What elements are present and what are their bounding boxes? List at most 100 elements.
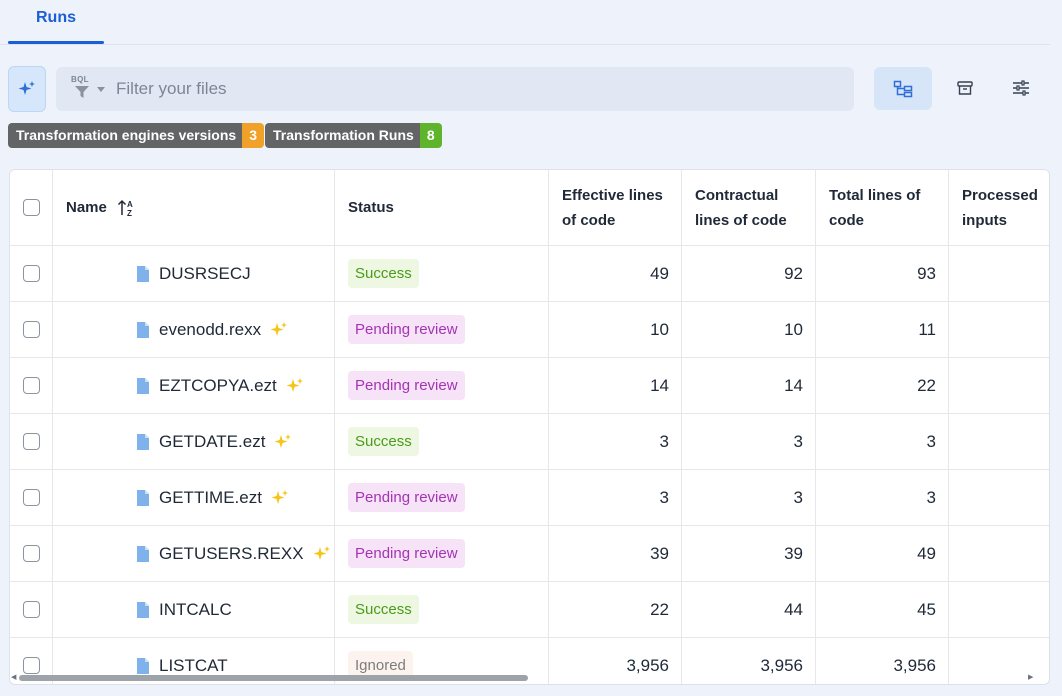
status-badge: Success: [348, 427, 419, 456]
column-label: Effective lines of code: [562, 186, 663, 229]
table-header: Name A Z Status Effective lines of code …: [10, 170, 1049, 246]
table-row[interactable]: EZTCOPYA.ezt Pending review 14 14 22: [10, 358, 1049, 414]
total-loc-cell: 49: [816, 526, 949, 581]
table-row[interactable]: GETDATE.ezt Success 3 3 3: [10, 414, 1049, 470]
horizontal-scrollbar[interactable]: ◀ ▶: [10, 671, 1050, 683]
name-cell: evenodd.rexx: [53, 302, 335, 357]
column-header-name[interactable]: Name A Z: [53, 170, 335, 245]
status-badge: Pending review: [348, 483, 465, 512]
badge-label: Transformation Runs: [265, 123, 420, 148]
file-icon: [137, 657, 149, 674]
file-name[interactable]: DUSRSECJ: [159, 263, 251, 283]
file-name[interactable]: GETTIME.ezt: [159, 487, 262, 507]
tab-runs[interactable]: Runs: [8, 0, 104, 45]
row-checkbox[interactable]: [22, 433, 40, 450]
archive-icon: [957, 81, 973, 95]
row-checkbox[interactable]: [22, 545, 40, 562]
status-badge: Success: [348, 259, 419, 288]
chevron-down-icon: [97, 87, 105, 92]
processed-inputs-cell: [949, 526, 1049, 581]
file-name[interactable]: GETUSERS.REXX: [159, 543, 304, 563]
table-row[interactable]: evenodd.rexx Pending review 10 10 11: [10, 302, 1049, 358]
total-loc-cell: 22: [816, 358, 949, 413]
total-loc-cell: 3,956: [816, 638, 949, 684]
status-cell: Pending review: [335, 358, 549, 413]
effective-loc-cell: 22: [549, 582, 682, 637]
status-badge: Pending review: [348, 371, 465, 400]
filter-input[interactable]: [116, 79, 816, 99]
ai-sparkle-icon: [313, 545, 330, 560]
files-table: Name A Z Status Effective lines of code …: [9, 169, 1050, 685]
row-checkbox[interactable]: [22, 601, 40, 618]
contractual-loc-cell: 39: [682, 526, 816, 581]
processed-inputs-cell: [949, 414, 1049, 469]
file-name[interactable]: LISTCAT: [159, 655, 228, 675]
contractual-loc-cell: 3: [682, 414, 816, 469]
badge-count: 8: [419, 123, 442, 148]
engines-versions-badge[interactable]: Transformation engines versions 3: [8, 123, 265, 148]
file-icon: [137, 545, 149, 562]
contractual-loc-cell: 14: [682, 358, 816, 413]
column-label: Total lines of code: [829, 186, 921, 229]
badge-count: 3: [242, 123, 265, 148]
name-cell: DUSRSECJ: [53, 246, 335, 301]
sliders-icon: [1013, 80, 1029, 96]
badge-label: Transformation engines versions: [8, 123, 243, 148]
archive-button[interactable]: [946, 70, 984, 106]
file-icon: [137, 433, 149, 450]
row-checkbox[interactable]: [22, 657, 40, 674]
active-tab-indicator: [8, 41, 104, 44]
effective-loc-cell: 39: [549, 526, 682, 581]
tree-view-button[interactable]: [874, 67, 932, 110]
processed-inputs-cell: [949, 582, 1049, 637]
bql-filter-dropdown[interactable]: BQL: [68, 67, 110, 111]
name-cell: LISTCAT: [53, 638, 335, 684]
total-loc-cell: 45: [816, 582, 949, 637]
table-row[interactable]: INTCALC Success 22 44 45: [10, 582, 1049, 638]
ai-sparkle-icon: [270, 321, 288, 336]
table-row[interactable]: GETUSERS.REXX Pending review 39 39 49: [10, 526, 1049, 582]
ai-sparkle-icon: [286, 377, 303, 392]
transformation-runs-badge[interactable]: Transformation Runs 8: [265, 123, 442, 148]
name-cell: INTCALC: [53, 582, 335, 637]
total-loc-cell: 3: [816, 470, 949, 525]
effective-loc-cell: 3,956: [549, 638, 682, 684]
column-header-contractual-loc[interactable]: Contractual lines of code: [682, 170, 816, 245]
column-header-status[interactable]: Status: [335, 170, 549, 245]
ai-sparkle-icon: [274, 433, 292, 448]
column-header-effective-loc[interactable]: Effective lines of code: [549, 170, 682, 245]
column-settings-button[interactable]: [1002, 70, 1040, 106]
table-row[interactable]: DUSRSECJ Success 49 92 93: [10, 246, 1049, 302]
name-cell: GETTIME.ezt: [53, 470, 335, 525]
horizontal-scrollbar-thumb[interactable]: [19, 675, 528, 681]
row-checkbox[interactable]: [22, 321, 40, 338]
scroll-left-arrow[interactable]: ◀: [11, 674, 17, 681]
row-checkbox[interactable]: [22, 377, 40, 394]
file-name[interactable]: evenodd.rexx: [159, 319, 262, 339]
file-name[interactable]: GETDATE.ezt: [159, 431, 266, 451]
status-cell: Pending review: [335, 302, 549, 357]
row-select-cell: [10, 414, 53, 469]
status-cell: Pending review: [335, 470, 549, 525]
file-icon: [137, 377, 149, 394]
row-checkbox[interactable]: [22, 265, 40, 282]
bql-label: BQL: [71, 75, 89, 84]
file-name[interactable]: INTCALC: [159, 599, 232, 619]
status-cell: Pending review: [335, 526, 549, 581]
name-cell: GETDATE.ezt: [53, 414, 335, 469]
column-header-total-loc[interactable]: Total lines of code: [816, 170, 949, 245]
table-row[interactable]: GETTIME.ezt Pending review 3 3 3: [10, 470, 1049, 526]
select-all-checkbox[interactable]: [22, 199, 40, 216]
ai-sparkle-icon: [271, 489, 288, 504]
total-loc-cell: 93: [816, 246, 949, 301]
scroll-right-arrow[interactable]: ▶: [1028, 674, 1034, 681]
column-header-processed-inputs[interactable]: Processed inputs: [949, 170, 1049, 245]
total-loc-cell: 3: [816, 414, 949, 469]
processed-inputs-cell: [949, 246, 1049, 301]
column-label: Status: [348, 199, 394, 216]
column-label: Name: [66, 199, 107, 216]
file-name[interactable]: EZTCOPYA.ezt: [159, 375, 277, 395]
sort-ascending-icon[interactable]: A Z: [117, 199, 135, 217]
ai-assist-button[interactable]: [8, 66, 46, 112]
row-checkbox[interactable]: [22, 489, 40, 506]
